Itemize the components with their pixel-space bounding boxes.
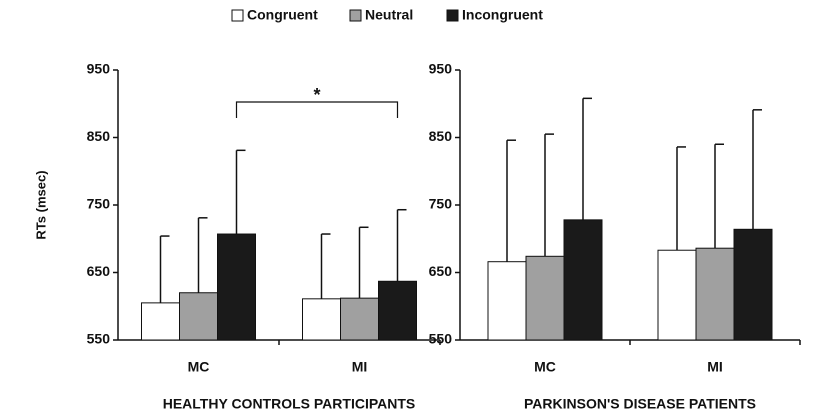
annotation: * — [313, 85, 320, 105]
y-tick-label: 850 — [429, 128, 453, 144]
y-tick-label: 950 — [429, 61, 453, 77]
legend-label: Incongruent — [462, 7, 543, 23]
y-tick-label: 850 — [87, 128, 111, 144]
x-tick-label: MI — [352, 359, 368, 375]
bar — [340, 297, 379, 341]
bar — [525, 255, 565, 341]
bar — [217, 233, 256, 341]
bar — [657, 249, 697, 341]
bar — [378, 280, 417, 341]
bar — [733, 228, 773, 341]
bar — [179, 292, 218, 341]
legend-swatch — [349, 9, 362, 22]
bar — [695, 247, 735, 341]
x-axis-label: HEALTHY CONTROLS PARTICIPANTS — [163, 396, 416, 412]
bar — [302, 298, 341, 341]
bar — [487, 261, 527, 341]
x-tick-label: MI — [707, 359, 723, 375]
significance-bracket — [235, 101, 399, 118]
y-tick-label: 550 — [429, 331, 453, 347]
y-tick-label: 650 — [429, 263, 453, 279]
legend-swatch — [231, 9, 244, 22]
legend-swatch — [446, 9, 459, 22]
y-tick-label: 950 — [87, 61, 111, 77]
y-tick-label: 750 — [429, 196, 453, 212]
x-tick-label: MC — [188, 359, 210, 375]
bar — [563, 219, 603, 341]
bar — [141, 302, 180, 341]
legend-label: Congruent — [247, 7, 318, 23]
y-tick-label: 750 — [87, 196, 111, 212]
legend-label: Neutral — [365, 7, 413, 23]
y-axis-label: RTs (msec) — [33, 170, 48, 239]
y-tick-label: 550 — [87, 331, 111, 347]
x-tick-label: MC — [534, 359, 556, 375]
y-tick-label: 650 — [87, 263, 111, 279]
x-axis-label: PARKINSON'S DISEASE PATIENTS — [524, 396, 756, 412]
